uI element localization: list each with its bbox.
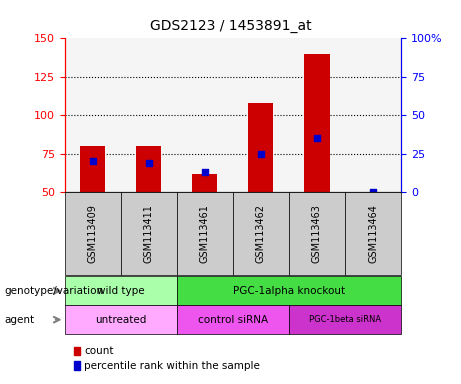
Text: GSM113409: GSM113409 xyxy=(88,204,98,263)
Point xyxy=(313,135,321,141)
Text: PGC-1alpha knockout: PGC-1alpha knockout xyxy=(233,286,345,296)
Text: GSM113463: GSM113463 xyxy=(312,204,322,263)
Text: genotype/variation: genotype/variation xyxy=(5,286,104,296)
Text: GSM113464: GSM113464 xyxy=(368,204,378,263)
Text: GSM113461: GSM113461 xyxy=(200,204,210,263)
Text: wild type: wild type xyxy=(97,286,144,296)
Point xyxy=(145,160,152,166)
Point xyxy=(201,169,208,175)
Point xyxy=(89,158,96,164)
Text: PGC-1beta siRNA: PGC-1beta siRNA xyxy=(309,315,381,324)
Text: untreated: untreated xyxy=(95,314,146,325)
Point xyxy=(369,189,377,195)
Bar xyxy=(80,146,105,192)
Text: agent: agent xyxy=(5,314,35,325)
Point xyxy=(257,151,265,157)
Text: count: count xyxy=(84,346,113,356)
Text: GSM113462: GSM113462 xyxy=(256,204,266,263)
Text: GSM113411: GSM113411 xyxy=(144,204,154,263)
Bar xyxy=(136,146,161,192)
Text: percentile rank within the sample: percentile rank within the sample xyxy=(84,361,260,371)
Text: control siRNA: control siRNA xyxy=(198,314,268,325)
Bar xyxy=(248,103,273,192)
Text: GDS2123 / 1453891_at: GDS2123 / 1453891_at xyxy=(150,19,311,33)
Bar xyxy=(304,54,330,192)
Bar xyxy=(192,174,218,192)
